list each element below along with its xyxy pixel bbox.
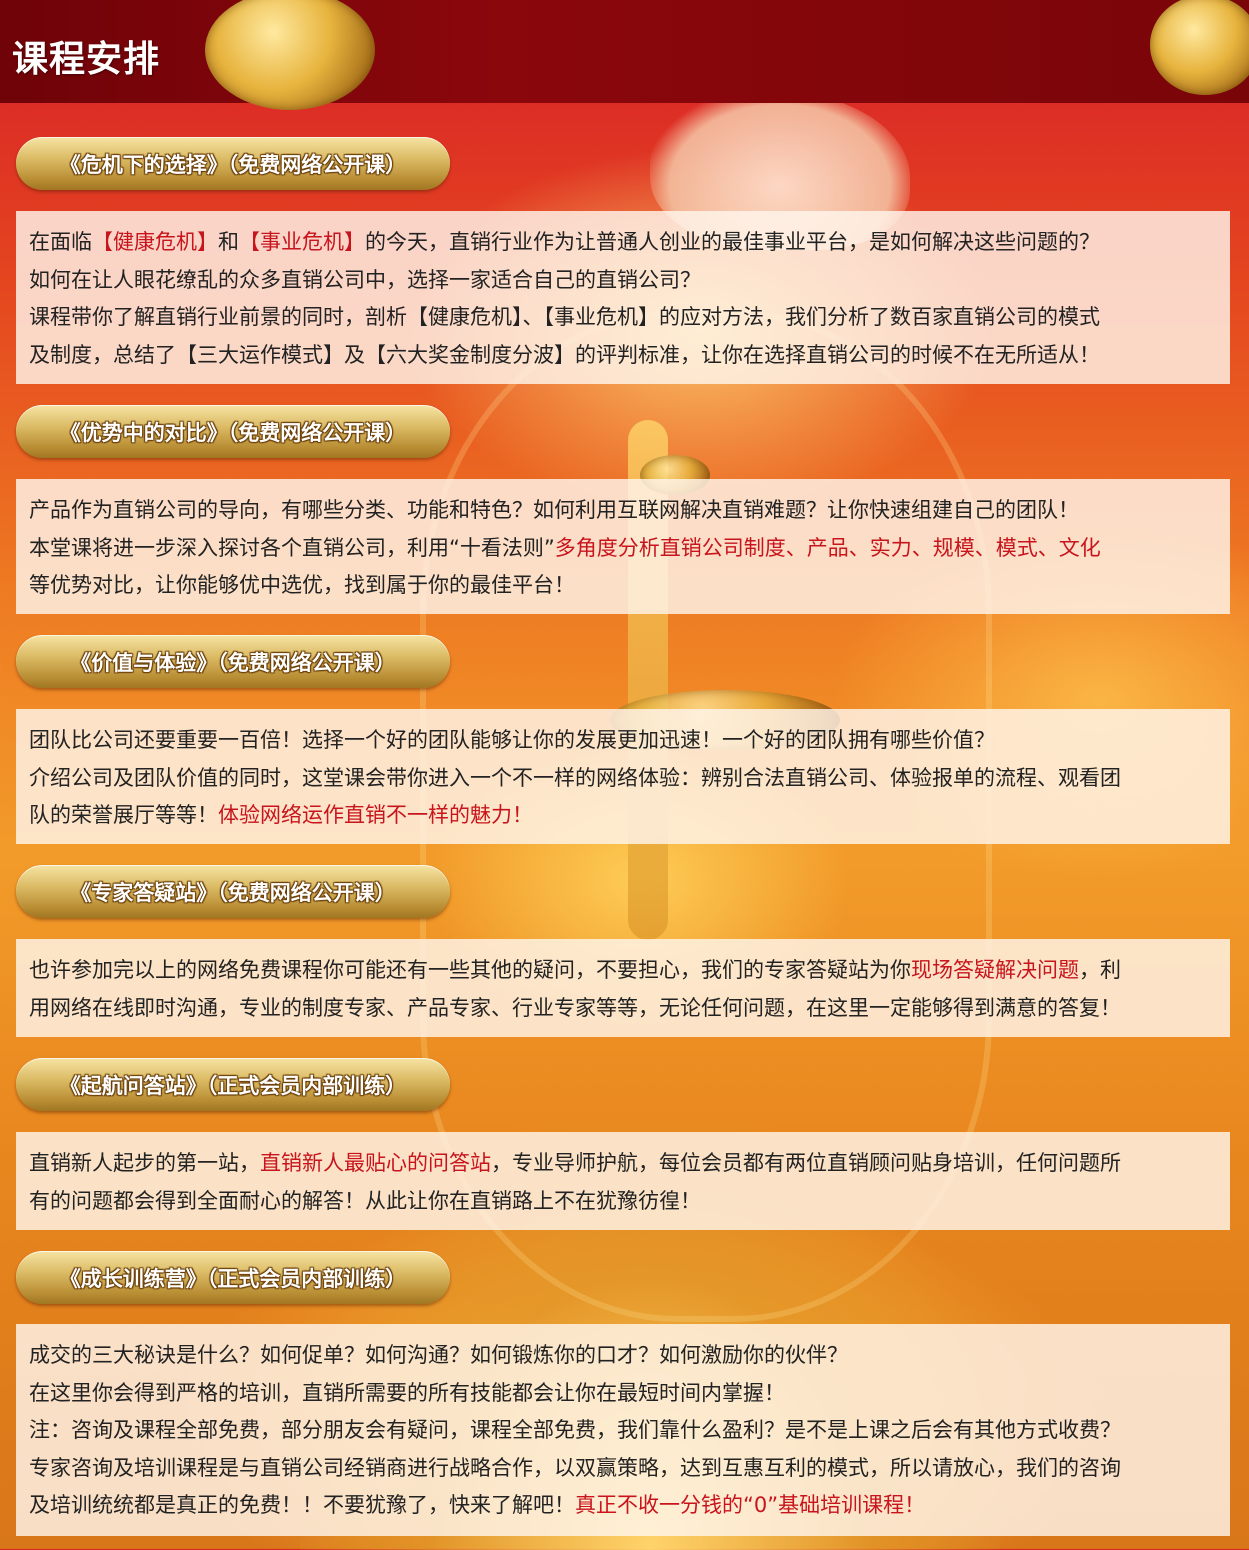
course-line: 在这里你会得到严格的培训，直销所需要的所有技能都会让你在最短时间内掌握！ (29, 1380, 785, 1405)
course-line: 成交的三大秘诀是什么？如何促单？如何沟通？如何锻炼你的口才？如何激励你的伙伴？ (29, 1343, 848, 1367)
course-line: 本堂课将进一步深入探讨各个直销公司，利用“十看法则”多角度分析直销公司制度、产品… (29, 535, 1101, 560)
course-description: 也许参加完以上的网络免费课程你可能还有一些其他的疑问，不要担心，我们的专家答疑站… (16, 939, 1230, 1037)
course-line: 及培训统统都是真正的免费！！不要犹豫了，快来了解吧！真正不收一分钱的“0”基础培… (29, 1493, 926, 1517)
course-title: 《成长训练营》（正式会员内部训练） (16, 1251, 450, 1304)
course-line: 用网络在线即时沟通，专业的制度专家、产品专家、行业专家等等，无论任何问题，在这里… (29, 995, 1121, 1020)
course-line: 课程带你了解直销行业前景的同时，剖析【健康危机】、【事业危机】的应对方法，我们分… (29, 305, 1100, 329)
gold-coin-icon (1150, 0, 1249, 95)
header-bar: 课程安排 (0, 0, 1249, 110)
course-line: 团队比公司还要重要一百倍！选择一个好的团队能够让你的发展更加迅速！一个好的团队拥… (29, 728, 995, 752)
course-line: 介绍公司及团队价值的同时，这堂课会带你进入一个不一样的网络体验：辨别合法直销公司… (29, 765, 1121, 790)
course-line: 也许参加完以上的网络免费课程你可能还有一些其他的疑问，不要担心，我们的专家答疑站… (29, 958, 1121, 982)
course-description: 在面临【健康危机】和【事业危机】的今天，直销行业作为让普通人创业的最佳事业平台，… (16, 211, 1230, 384)
course-line: 在面临【健康危机】和【事业危机】的今天，直销行业作为让普通人创业的最佳事业平台，… (29, 230, 1100, 254)
course-description: 产品作为直销公司的导向，有哪些分类、功能和特色？如何利用互联网解决直销难题？让你… (16, 479, 1230, 614)
course-line: 注：咨询及课程全部免费，部分朋友会有疑问，课程全部免费，我们靠什么盈利？是不是上… (29, 1418, 1121, 1442)
course-description: 直销新人起步的第一站，直销新人最贴心的问答站，专业导师护航，每位会员都有两位直销… (16, 1132, 1230, 1230)
gold-coin-icon (205, 0, 375, 110)
course-line: 如何在让人眼花缭乱的众多直销公司中，选择一家适合自己的直销公司？ (29, 267, 701, 292)
course-title: 《价值与体验》（免费网络公开课） (16, 635, 450, 688)
course-description: 成交的三大秘诀是什么？如何促单？如何沟通？如何锻炼你的口才？如何激励你的伙伴？ … (16, 1324, 1230, 1536)
course-title: 《起航问答站》（正式会员内部训练） (16, 1058, 450, 1111)
course-description: 团队比公司还要重要一百倍！选择一个好的团队能够让你的发展更加迅速！一个好的团队拥… (16, 709, 1230, 844)
course-line: 及制度，总结了【三大运作模式】及【六大奖金制度分波】的评判标准，让你在选择直销公… (29, 342, 1100, 367)
course-line: 有的问题都会得到全面耐心的解答！从此让你在直销路上不在犹豫彷徨！ (29, 1188, 701, 1213)
course-line: 直销新人起步的第一站，直销新人最贴心的问答站，专业导师护航，每位会员都有两位直销… (29, 1151, 1121, 1175)
course-title: 《危机下的选择》（免费网络公开课） (16, 137, 450, 190)
course-line: 专家咨询及培训课程是与直销公司经销商进行战略合作，以双赢策略，达到互惠互利的模式… (29, 1455, 1121, 1480)
page-title: 课程安排 (12, 39, 161, 80)
course-line: 产品作为直销公司的导向，有哪些分类、功能和特色？如何利用互联网解决直销难题？让你… (29, 498, 1079, 522)
course-line: 等优势对比，让你能够优中选优，找到属于你的最佳平台！ (29, 573, 575, 597)
course-title: 《优势中的对比》（免费网络公开课） (16, 405, 450, 458)
course-line: 队的荣誉展厅等等！体验网络运作直销不一样的魅力！ (29, 803, 533, 827)
course-title: 《专家答疑站》（免费网络公开课） (16, 865, 450, 918)
